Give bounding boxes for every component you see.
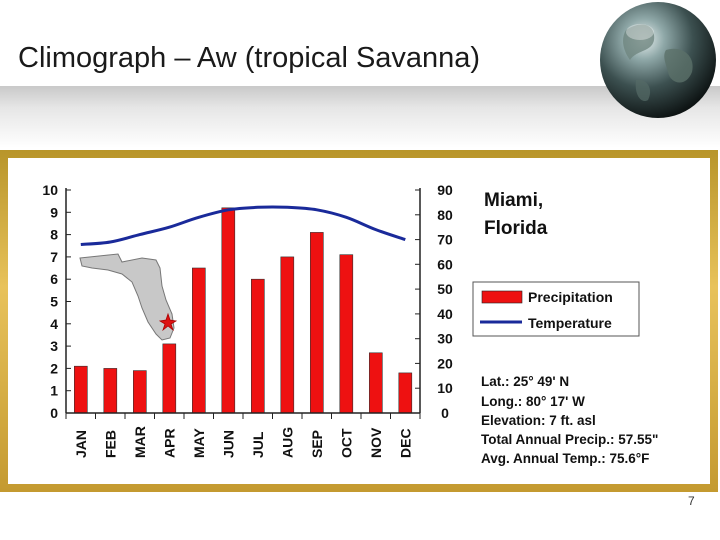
precip-bar-feb [103, 368, 118, 414]
precip-bar-nov [368, 352, 383, 414]
slide-title: Climograph – Aw (tropical Savanna) [18, 42, 481, 74]
right-tick-label: 30 [437, 331, 453, 347]
left-tick-label: 9 [50, 204, 58, 220]
left-tick-label: 0 [50, 405, 58, 421]
info-avg-temp: Avg. Annual Temp.: 75.6°F [481, 451, 649, 466]
left-tick-label: 1 [50, 383, 58, 399]
info-longitude: Long.: 80° 17' W [481, 394, 585, 409]
precip-bar-apr [162, 343, 177, 414]
left-tick-label: 10 [42, 182, 58, 198]
chart-title-line-2: Florida [484, 218, 548, 239]
precip-bar-jul [251, 278, 265, 414]
month-label-jun: JUN [220, 430, 236, 458]
precip-bar-mar [133, 370, 147, 414]
month-label-may: MAY [191, 428, 207, 458]
right-tick-label: 70 [437, 232, 453, 248]
month-label-sep: SEP [309, 430, 325, 458]
right-tick-label: 0 [441, 405, 449, 421]
month-label-nov: NOV [368, 427, 384, 458]
precip-bar-dec [398, 372, 413, 414]
precip-bar-may [192, 267, 206, 414]
month-label-jan: JAN [73, 430, 89, 458]
left-tick-label: 8 [50, 227, 58, 243]
precip-bar-sep [309, 232, 324, 414]
left-tick-label: 4 [50, 316, 58, 332]
precip-bar-jan [74, 365, 88, 414]
right-tick-label: 90 [437, 182, 453, 198]
info-total-precip: Total Annual Precip.: 57.55" [481, 432, 658, 447]
month-label-dec: DEC [397, 428, 413, 458]
right-tick-label: 50 [437, 281, 453, 297]
left-tick-label: 7 [50, 249, 58, 265]
info-latitude: Lat.: 25° 49' N [481, 374, 569, 389]
location-star-icon [158, 312, 178, 332]
title-band [0, 86, 720, 148]
legend-precip-swatch [481, 290, 523, 304]
precip-bar-aug [280, 256, 295, 414]
legend-precip-label: Precipitation [528, 289, 613, 305]
left-tick-label: 5 [50, 294, 58, 310]
temperature-line [80, 205, 406, 246]
precip-bar-jun [221, 207, 236, 414]
florida-map-icon [79, 253, 175, 341]
page-number: 7 [688, 494, 695, 508]
right-tick-label: 80 [437, 207, 453, 223]
month-label-mar: MAR [132, 426, 148, 458]
precip-bar-oct [339, 254, 354, 414]
legend-temp-label: Temperature [528, 315, 612, 331]
month-label-oct: OCT [338, 428, 354, 458]
month-label-jul: JUL [250, 431, 266, 458]
globe-icon [600, 2, 716, 118]
chart-title-line-1: Miami, [484, 190, 543, 211]
month-label-feb: FEB [102, 430, 118, 458]
month-label-apr: APR [161, 428, 177, 458]
left-tick-label: 6 [50, 271, 58, 287]
right-tick-label: 20 [437, 355, 453, 371]
info-elevation: Elevation: 7 ft. asl [481, 413, 596, 428]
right-tick-label: 60 [437, 256, 453, 272]
right-tick-label: 10 [437, 380, 453, 396]
left-tick-label: 3 [50, 338, 58, 354]
right-tick-label: 40 [437, 306, 453, 322]
month-label-aug: AUG [279, 427, 295, 458]
left-tick-label: 2 [50, 360, 58, 376]
